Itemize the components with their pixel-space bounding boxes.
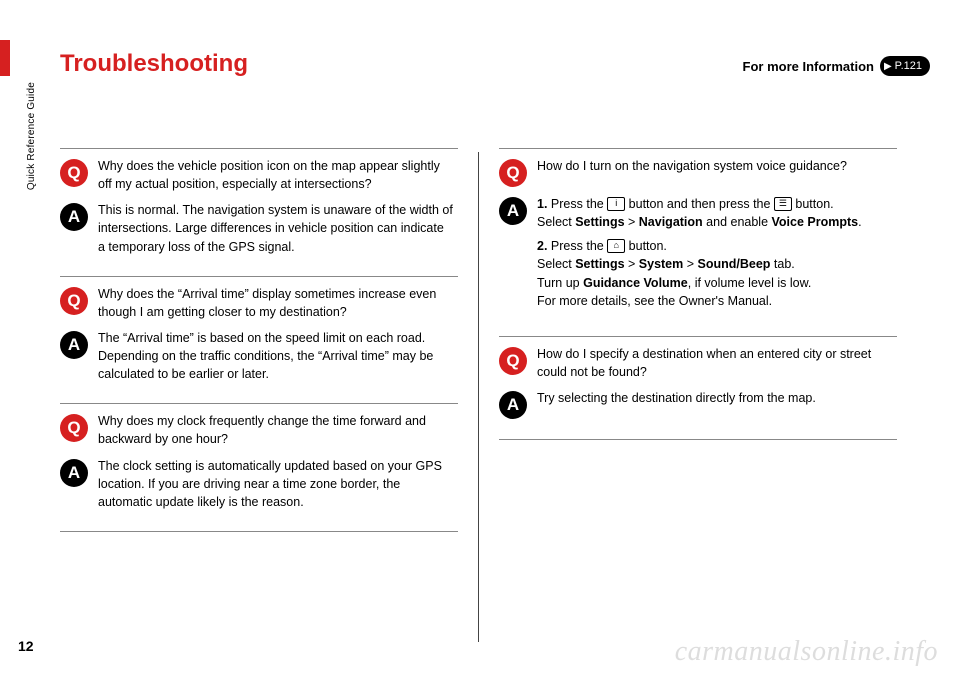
step-text: Press the: [551, 239, 607, 253]
step-bold: Voice Prompts: [772, 215, 859, 229]
menu-button-icon: ☰: [774, 197, 792, 211]
step-bold: Sound/Beep: [698, 257, 771, 271]
question-text: Why does my clock frequently change the …: [98, 412, 458, 448]
question-icon: Q: [60, 159, 88, 187]
step-text: Select: [537, 257, 575, 271]
qa-item: Q How do I turn on the navigation system…: [499, 148, 897, 336]
step-bold: Settings: [575, 215, 624, 229]
page-number: 12: [18, 638, 34, 654]
question-icon: Q: [60, 287, 88, 315]
info-reference-label: For more Information: [743, 59, 874, 74]
step-text: button.: [792, 197, 834, 211]
step-text: button.: [625, 239, 667, 253]
answer-icon: A: [60, 331, 88, 359]
step-text: >: [683, 257, 697, 271]
step-text: For more details, see the Owner's Manual…: [537, 294, 772, 308]
qa-item: Q Why does my clock frequently change th…: [60, 403, 458, 532]
home-button-icon: ⌂: [607, 239, 625, 253]
step-text: tab.: [770, 257, 794, 271]
step-bold: Navigation: [639, 215, 703, 229]
answer-icon: A: [60, 203, 88, 231]
question-icon: Q: [499, 159, 527, 187]
step-bold: System: [639, 257, 683, 271]
answer-icon: A: [499, 197, 527, 225]
info-button-icon: i: [607, 197, 625, 211]
step-bold: Guidance Volume: [583, 276, 688, 290]
right-column: Q How do I turn on the navigation system…: [479, 148, 897, 658]
step-number: 2.: [537, 239, 547, 253]
step-text: Turn up: [537, 276, 583, 290]
qa-item: Q Why does the vehicle position icon on …: [60, 148, 458, 276]
side-label: Quick Reference Guide: [26, 82, 37, 190]
page: Quick Reference Guide Troubleshooting Fo…: [0, 0, 960, 678]
step-text: button and then press the: [625, 197, 774, 211]
answer-text: Try selecting the destination directly f…: [537, 389, 820, 407]
page-reference-number: P.121: [895, 60, 922, 72]
step-text: , if volume level is low.: [688, 276, 812, 290]
question-text: How do I specify a destination when an e…: [537, 345, 897, 381]
question-icon: Q: [60, 414, 88, 442]
content-columns: Q Why does the vehicle position icon on …: [60, 148, 930, 658]
question-text: How do I turn on the navigation system v…: [537, 157, 851, 175]
answer-text: The “Arrival time” is based on the speed…: [98, 329, 458, 383]
info-reference: For more Information ▶ P.121: [743, 56, 930, 76]
page-reference-pill: ▶ P.121: [880, 56, 930, 76]
step-text: >: [625, 215, 639, 229]
question-icon: Q: [499, 347, 527, 375]
step-bold: Settings: [575, 257, 624, 271]
qa-item: Q Why does the “Arrival time” display so…: [60, 276, 458, 404]
arrow-icon: ▶: [884, 61, 892, 72]
answer-text: This is normal. The navigation system is…: [98, 201, 458, 255]
step-number: 1.: [537, 197, 547, 211]
step-text: .: [858, 215, 861, 229]
answer-text: 1. Press the i button and then press the…: [537, 195, 866, 316]
qa-item: Q How do I specify a destination when an…: [499, 336, 897, 440]
left-column: Q Why does the vehicle position icon on …: [60, 148, 478, 658]
step-text: Press the: [551, 197, 607, 211]
step-text: >: [625, 257, 639, 271]
section-tab: [0, 40, 10, 76]
answer-icon: A: [499, 391, 527, 419]
question-text: Why does the vehicle position icon on th…: [98, 157, 458, 193]
step-text: and enable: [703, 215, 772, 229]
step-text: Select: [537, 215, 575, 229]
question-text: Why does the “Arrival time” display some…: [98, 285, 458, 321]
answer-icon: A: [60, 459, 88, 487]
answer-text: The clock setting is automatically updat…: [98, 457, 458, 511]
